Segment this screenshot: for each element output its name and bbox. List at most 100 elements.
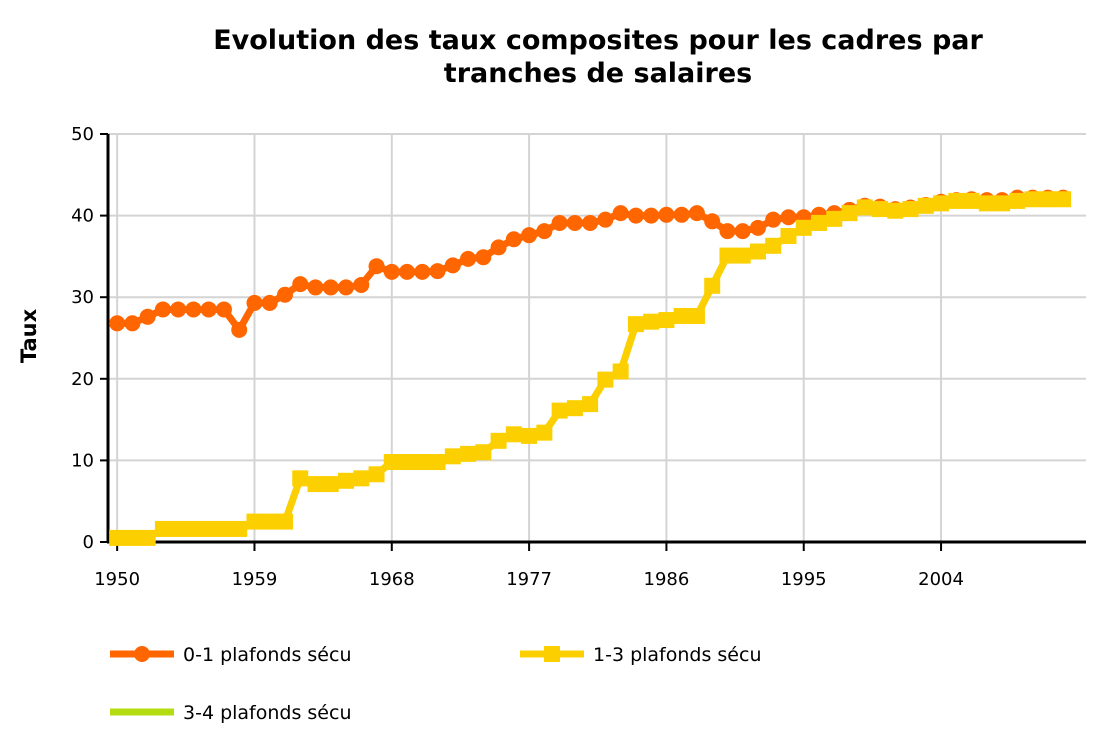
data-point [780,228,797,244]
data-point [551,214,568,231]
data-point [963,192,980,209]
data-point [688,205,705,222]
data-point [582,396,599,413]
data-point [170,520,187,537]
chart-title-line-2: tranches de salaires [444,58,752,89]
data-point [139,308,156,325]
data-point [902,201,919,218]
legend-marker [544,646,560,662]
data-point [154,520,171,537]
y-tick-label: 50 [71,124,94,145]
legend-label: 0-1 plafonds sécu [183,644,352,666]
series-2 [109,191,1072,546]
data-point [338,472,355,489]
data-point [429,263,446,280]
data-point [566,214,583,231]
data-point [215,301,232,318]
data-point [704,277,721,294]
data-point [719,247,736,264]
data-point [780,209,797,226]
data-point [109,315,126,332]
data-point [368,258,385,275]
y-tick-label: 10 [71,450,94,471]
data-point [948,192,965,209]
data-point [734,247,751,264]
y-axis-label: Taux [17,308,41,363]
data-point [383,454,400,471]
data-point [399,454,416,471]
data-point [414,263,431,280]
data-point [597,211,614,228]
data-point [765,211,782,228]
data-point [292,470,309,487]
data-point [307,476,324,493]
data-point [444,448,461,465]
data-point [505,426,522,443]
data-point [460,250,477,267]
data-point [215,520,232,537]
data-point [658,312,675,329]
y-tick-label: 20 [71,369,94,390]
data-point [887,202,904,219]
data-point [368,466,385,483]
series-line [117,195,1064,542]
data-point [872,201,889,218]
legend-item: 0-1 plafonds sécu [110,644,352,666]
legend-item: 3-4 plafonds sécu [110,702,352,724]
data-point [185,301,202,318]
data-point [627,207,644,224]
series-line [117,195,1064,542]
data-point [429,454,446,471]
data-point [734,223,751,240]
legend-label: 1-3 plafonds sécu [593,644,762,666]
data-point [383,263,400,280]
data-point [917,197,934,214]
data-point [124,315,141,332]
data-point [749,219,766,236]
data-point [521,427,538,444]
y-tick-label: 40 [71,206,94,227]
data-point [536,424,553,441]
data-point [353,276,370,293]
data-point [490,432,507,449]
data-point [444,257,461,274]
data-point [719,223,736,240]
data-point [170,301,187,318]
data-point [460,445,477,462]
data-point [490,239,507,256]
data-point [292,276,309,293]
legend-label: 3-4 plafonds sécu [183,702,352,724]
data-point [1024,191,1041,208]
x-tick-label: 1950 [94,569,140,590]
data-point [399,263,416,280]
data-point [200,301,217,318]
data-point [322,279,339,296]
data-point [933,195,950,212]
data-point [1009,192,1026,209]
data-point [414,454,431,471]
data-point [139,529,156,546]
data-point [994,195,1011,212]
data-point [566,400,583,417]
data-point [643,207,660,224]
data-point [765,237,782,254]
data-point [231,321,248,338]
data-point [673,206,690,223]
data-point [597,371,614,388]
data-point [658,206,675,223]
data-point [643,313,660,330]
data-point [276,513,293,530]
data-point [612,363,629,380]
data-point [551,402,568,419]
data-point [688,307,705,324]
x-tick-label: 1968 [369,569,415,590]
series-0 [117,195,1064,542]
data-point [261,513,278,530]
data-point [841,205,858,222]
data-point [505,231,522,248]
data-point [612,205,629,222]
legend-marker [134,646,150,662]
data-point [475,249,492,266]
